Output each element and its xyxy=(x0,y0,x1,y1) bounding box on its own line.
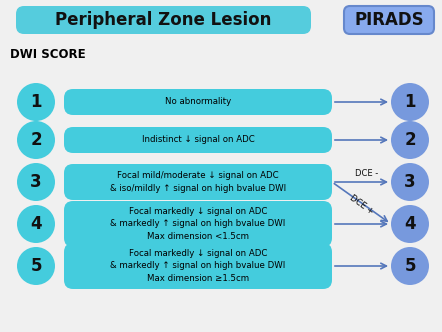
Circle shape xyxy=(391,83,429,121)
Text: 3: 3 xyxy=(404,173,416,191)
Circle shape xyxy=(391,163,429,201)
Text: 2: 2 xyxy=(404,131,416,149)
Circle shape xyxy=(17,121,55,159)
Circle shape xyxy=(17,205,55,243)
Circle shape xyxy=(17,83,55,121)
FancyBboxPatch shape xyxy=(64,164,332,200)
Circle shape xyxy=(391,205,429,243)
Text: 1: 1 xyxy=(30,93,42,111)
Text: PIRADS: PIRADS xyxy=(354,11,424,29)
Text: 4: 4 xyxy=(404,215,416,233)
Text: Focal markedly ↓ signal on ADC
& markedly ↑ signal on high bvalue DWI
Max dimens: Focal markedly ↓ signal on ADC & markedl… xyxy=(110,208,286,241)
Text: DCE -: DCE - xyxy=(355,169,378,178)
FancyBboxPatch shape xyxy=(16,6,311,34)
Text: 5: 5 xyxy=(404,257,416,275)
Text: 4: 4 xyxy=(30,215,42,233)
FancyBboxPatch shape xyxy=(64,127,332,153)
Text: No abnormality: No abnormality xyxy=(165,98,231,107)
Text: 5: 5 xyxy=(30,257,42,275)
FancyBboxPatch shape xyxy=(64,243,332,289)
Circle shape xyxy=(17,247,55,285)
Text: Focal markedly ↓ signal on ADC
& markedly ↑ signal on high bvalue DWI
Max dimens: Focal markedly ↓ signal on ADC & markedl… xyxy=(110,249,286,283)
Text: 1: 1 xyxy=(404,93,416,111)
Text: Peripheral Zone Lesion: Peripheral Zone Lesion xyxy=(55,11,272,29)
FancyBboxPatch shape xyxy=(64,201,332,247)
Text: 3: 3 xyxy=(30,173,42,191)
Text: Indistinct ↓ signal on ADC: Indistinct ↓ signal on ADC xyxy=(141,135,255,144)
Text: DWI SCORE: DWI SCORE xyxy=(10,47,86,60)
Circle shape xyxy=(391,121,429,159)
Circle shape xyxy=(17,163,55,201)
Text: Focal mild/moderate ↓ signal on ADC
& iso/mildly ↑ signal on high bvalue DWI: Focal mild/moderate ↓ signal on ADC & is… xyxy=(110,171,286,193)
FancyBboxPatch shape xyxy=(344,6,434,34)
Circle shape xyxy=(391,247,429,285)
Text: DCE +: DCE + xyxy=(348,194,375,216)
FancyBboxPatch shape xyxy=(64,89,332,115)
Text: 2: 2 xyxy=(30,131,42,149)
